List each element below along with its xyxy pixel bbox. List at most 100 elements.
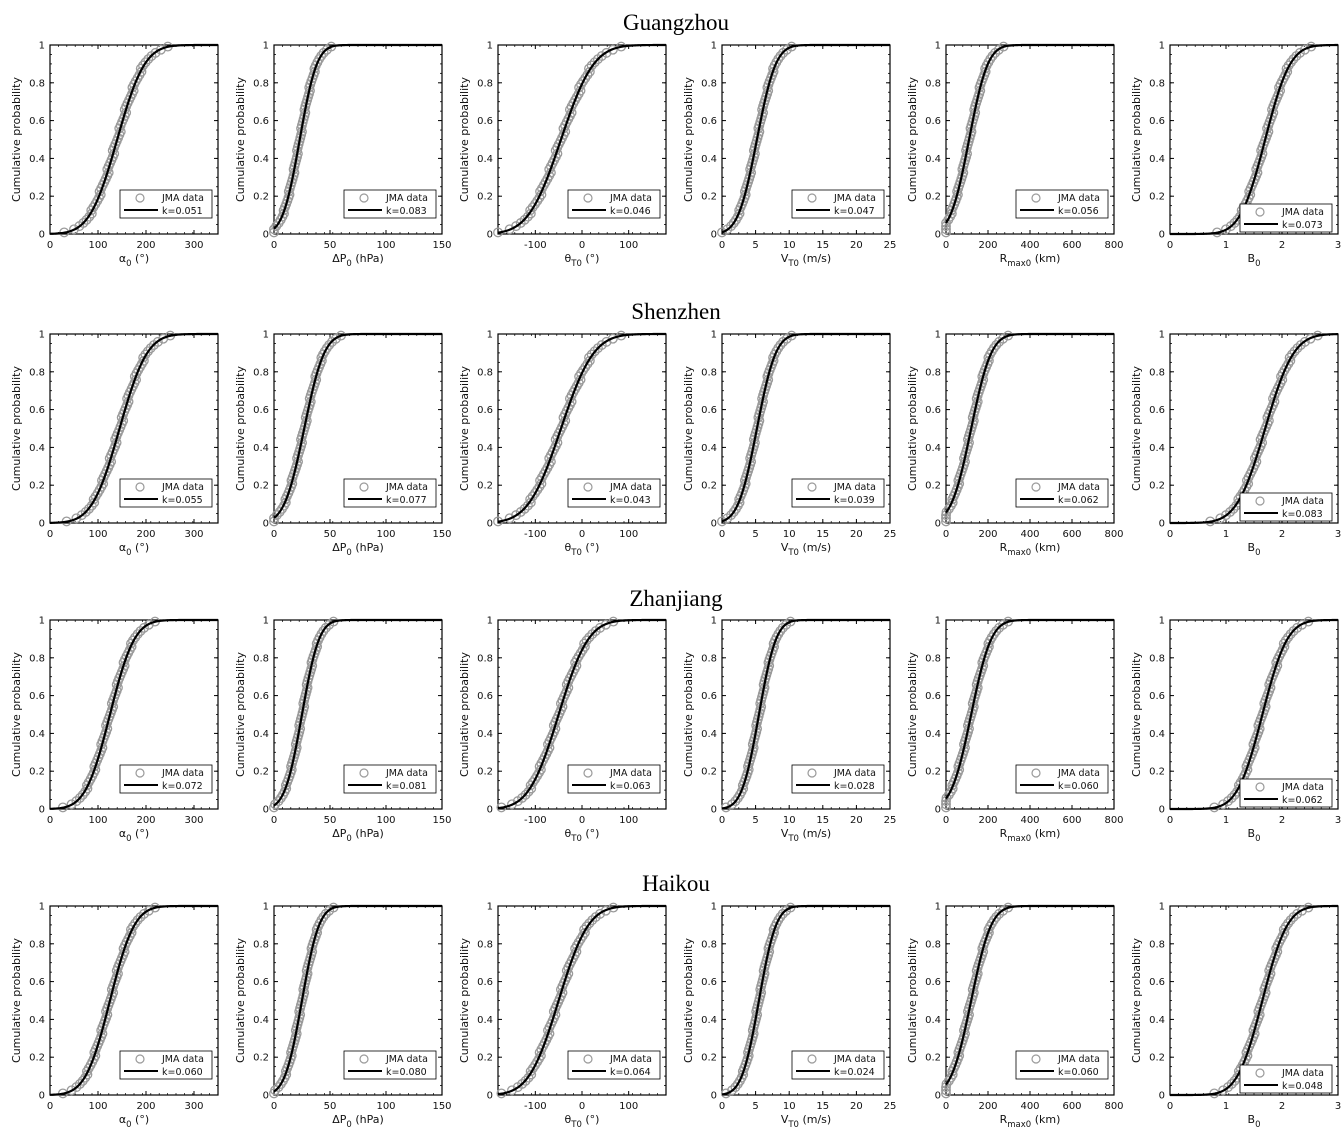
data-point [601,336,612,347]
panel-R_max0: 0 0.2 0.4 0.6 0.8 1 0 200 400 600 800 Cumulative pr… [906,902,1124,1131]
data-point [522,500,533,511]
legend-data-label: JMA data [609,768,652,779]
legend-marker [1255,782,1265,792]
data-point [941,516,951,527]
x-tick-label: 50 [324,815,337,826]
panel-R_max0: 0 0.2 0.4 0.6 0.8 1 0 200 400 600 800 Cumulative pr… [906,616,1124,845]
legend-k-label: k=0.072 [162,781,203,792]
legend-data-label: JMA data [1281,496,1324,507]
legend-data-label: JMA data [1057,482,1100,493]
x-tick-label: -100 [524,240,547,251]
data-point [988,629,999,640]
data-point [520,1075,531,1086]
y-tick-label: 0 [487,805,493,816]
y-tick-label: 0.6 [253,116,269,127]
data-point [142,346,153,357]
legend-k-label: k=0.060 [1058,1067,1099,1078]
y-tick-label: 0.8 [1149,367,1165,378]
y-tick-label: 0.8 [477,78,493,89]
data-point [74,793,85,803]
y-tick-label: 0.4 [29,1015,45,1026]
legend-data-label: JMA data [161,1054,204,1065]
y-tick-label: 1 [711,330,717,341]
data-point [80,1072,91,1083]
legend-marker [1031,482,1041,492]
legend-box [1015,478,1109,508]
legend: JMA data k=0.063 [567,764,661,794]
city-title: Zhanjiang [629,586,723,611]
data-point [584,918,595,929]
y-tick-label: 0.8 [29,939,45,950]
x-tick-label: 100 [376,1101,395,1112]
legend-marker [135,193,145,203]
x-tick-label: 800 [1104,240,1123,251]
legend-data-label: JMA data [609,193,652,204]
data-point [775,340,786,350]
x-tick-label: 200 [978,529,997,540]
y-tick-label: 1 [711,616,717,627]
legend-marker [359,193,369,203]
x-tick-label: 25 [884,529,897,540]
x-tick-label: 200 [136,1101,155,1112]
y-tick-label: 0 [935,230,941,241]
y-tick-label: 0.8 [701,78,717,89]
legend-box [1239,1064,1333,1094]
legend-marker [135,1054,145,1064]
jma-data-markers [269,616,339,813]
data-point [318,626,329,636]
data-point [130,632,141,643]
x-tick-label: 15 [816,240,829,251]
legend: JMA data k=0.056 [1015,189,1109,219]
x-tick-label: 0 [943,529,949,540]
legend: JMA data k=0.060 [1015,764,1109,794]
x-axis-label: B0 [1248,827,1261,844]
data-point [1229,218,1240,228]
data-point [721,1088,731,1099]
x-tick-label: 1 [1223,1101,1229,1112]
legend-k-label: k=0.062 [1058,495,1099,506]
fit-line [1170,618,1338,811]
x-tick-label: 5 [752,240,758,251]
y-axis-label: Cumulative probability [1130,366,1143,491]
legend-data-label: JMA data [161,768,204,779]
legend-marker [1031,768,1041,778]
data-point [586,60,597,71]
y-axis-label: Cumulative probability [458,366,471,491]
y-tick-label: 1 [487,41,493,52]
data-point [991,912,1002,922]
data-point [1294,47,1305,58]
panel-alpha0: 0 0.2 0.4 0.6 0.8 1 0 100 200 300 Cumulative proba… [10,330,219,558]
panel-R_max0: 0 0.2 0.4 0.6 0.8 1 0 200 400 600 800 Cumulative pr… [906,41,1124,270]
panel-B0: 0 0.2 0.4 0.6 0.8 1 0 1 2 3 Cumulative probability… [1130,330,1341,559]
x-axis-label: α0 (°) [119,1113,149,1130]
x-tick-label: 10 [783,529,796,540]
legend-data-label: JMA data [1281,207,1324,218]
y-tick-label: 0.4 [1149,443,1165,454]
y-tick-label: 1 [935,616,941,627]
y-tick-label: 0.6 [925,405,941,416]
x-axis-label: θT0 (°) [565,541,600,558]
data-point [582,358,593,369]
data-point [727,799,738,810]
y-axis-label: Cumulative probability [458,77,471,202]
x-axis-label: VT0 (m/s) [781,252,831,269]
data-point [777,622,788,633]
y-tick-label: 0 [39,519,45,530]
data-point [1292,908,1303,919]
y-tick-label: 0.2 [1149,1053,1165,1064]
data-point [607,333,618,344]
legend: JMA data k=0.083 [343,189,437,219]
jma-data-markers [493,41,627,238]
x-tick-label: 20 [850,815,863,826]
y-tick-label: 0.6 [701,405,717,416]
y-axis-label: Cumulative probability [234,77,247,202]
x-tick-label: 0 [943,1101,949,1112]
data-point [726,221,736,232]
data-point [145,343,156,354]
legend-k-label: k=0.063 [610,781,651,792]
y-tick-label: 1 [39,41,45,52]
y-tick-label: 0.8 [477,939,493,950]
legend-marker [359,482,369,492]
fit-line [945,332,1114,514]
